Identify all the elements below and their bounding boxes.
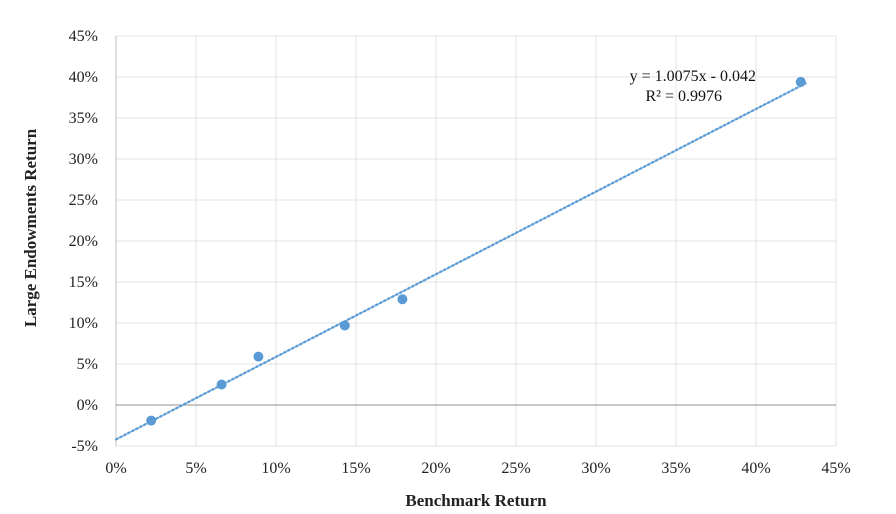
y-tick-label: 10%: [69, 315, 98, 332]
x-tick-label: 5%: [185, 460, 206, 477]
x-tick-label: 10%: [261, 460, 290, 477]
y-axis-title: Large Endowments Return: [21, 128, 40, 327]
y-tick-label: 40%: [69, 69, 98, 86]
x-tick-label: 40%: [741, 460, 770, 477]
y-tick-label: 25%: [69, 192, 98, 209]
trendline-r-squared: R² = 0.9976: [646, 88, 723, 105]
x-tick-label: 35%: [661, 460, 690, 477]
y-tick-label: 30%: [69, 151, 98, 168]
trendline: [114, 81, 809, 441]
y-tick-label: 5%: [77, 356, 98, 373]
data-point: [795, 76, 806, 87]
data-points: [146, 76, 806, 426]
y-tick-label: 35%: [69, 110, 98, 127]
data-point: [397, 294, 408, 305]
x-tick-label: 25%: [501, 460, 530, 477]
x-axis-title: Benchmark Return: [405, 491, 547, 510]
x-tick-label: 0%: [105, 460, 126, 477]
y-tick-label: -5%: [71, 438, 98, 455]
y-tick-label: 15%: [69, 274, 98, 291]
gridlines: [116, 35, 837, 447]
x-tick-label: 45%: [821, 460, 850, 477]
trendline-group: [114, 81, 809, 441]
y-tick-label: 0%: [77, 397, 98, 414]
y-tick-labels: -5% 0% 5% 10% 15% 20% 25% 30% 35% 40% 45%: [69, 28, 98, 455]
x-tick-label: 20%: [421, 460, 450, 477]
trendline-equation: y = 1.0075x - 0.042: [630, 68, 756, 85]
data-point: [216, 379, 227, 390]
data-point: [146, 415, 157, 426]
x-tick-label: 15%: [341, 460, 370, 477]
data-point: [253, 351, 264, 362]
y-tick-label: 20%: [69, 233, 98, 250]
x-tick-label: 30%: [581, 460, 610, 477]
data-point: [339, 320, 350, 331]
y-tick-label: 45%: [69, 28, 98, 45]
axes: [115, 36, 836, 446]
x-tick-labels: 0% 5% 10% 15% 20% 25% 30% 35% 40% 45%: [105, 460, 850, 477]
